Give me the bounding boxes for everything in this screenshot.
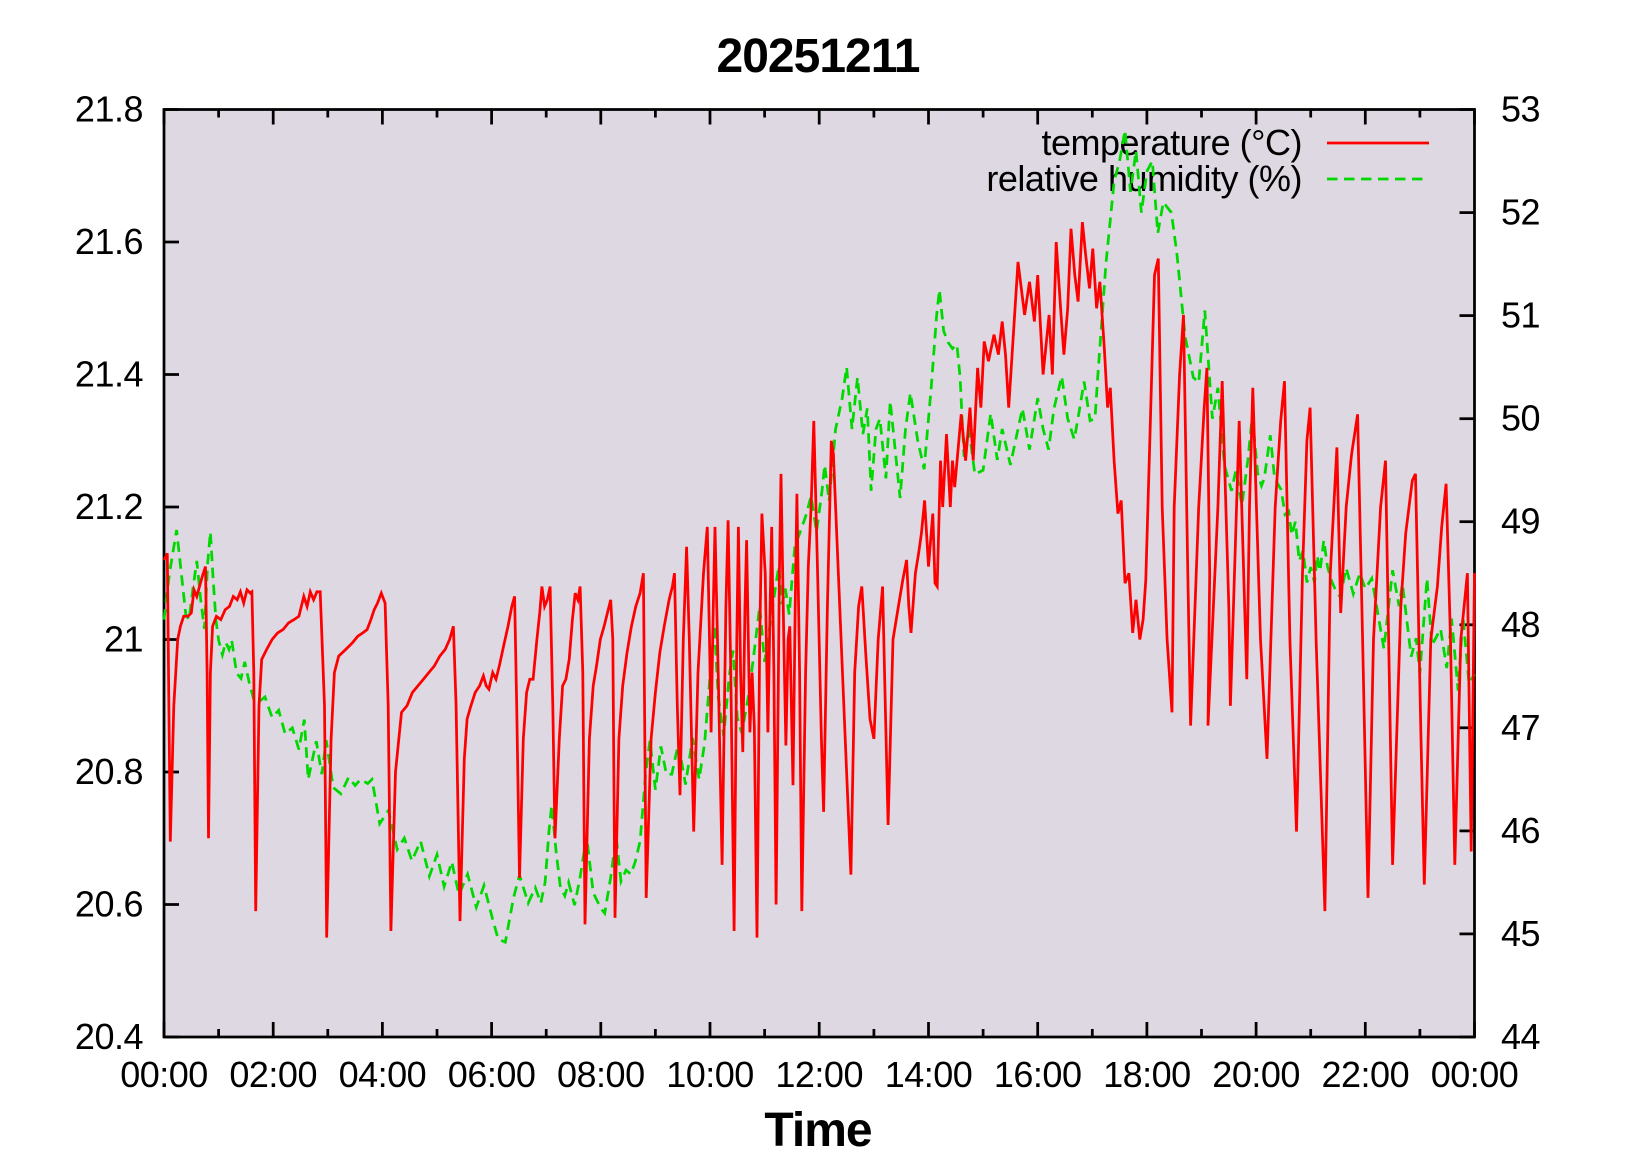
svg-text:20:00: 20:00 <box>1212 1054 1300 1095</box>
svg-text:14:00: 14:00 <box>885 1054 973 1095</box>
svg-text:21.8: 21.8 <box>75 89 143 130</box>
svg-text:44: 44 <box>1501 1016 1540 1057</box>
svg-text:20.6: 20.6 <box>75 884 143 925</box>
svg-text:10:00: 10:00 <box>666 1054 754 1095</box>
svg-text:relative humidity (%): relative humidity (%) <box>986 158 1302 199</box>
svg-text:52: 52 <box>1501 192 1540 233</box>
svg-text:21: 21 <box>104 619 143 660</box>
svg-text:00:00: 00:00 <box>1431 1054 1519 1095</box>
svg-text:21.4: 21.4 <box>75 354 143 395</box>
svg-text:12:00: 12:00 <box>775 1054 863 1095</box>
svg-text:47: 47 <box>1501 707 1540 748</box>
svg-text:46: 46 <box>1501 810 1540 851</box>
svg-text:00:00: 00:00 <box>120 1054 208 1095</box>
svg-text:21.6: 21.6 <box>75 221 143 262</box>
svg-text:04:00: 04:00 <box>339 1054 427 1095</box>
svg-text:50: 50 <box>1501 398 1540 439</box>
svg-text:48: 48 <box>1501 604 1540 645</box>
svg-text:53: 53 <box>1501 89 1540 130</box>
svg-text:20251211: 20251211 <box>717 30 920 83</box>
svg-text:02:00: 02:00 <box>229 1054 317 1095</box>
svg-text:20.4: 20.4 <box>75 1016 143 1057</box>
svg-text:16:00: 16:00 <box>994 1054 1082 1095</box>
svg-text:20.8: 20.8 <box>75 751 143 792</box>
svg-text:21.2: 21.2 <box>75 486 143 527</box>
svg-text:Time: Time <box>764 1104 871 1155</box>
svg-text:temperature (°C): temperature (°C) <box>1042 122 1302 163</box>
svg-text:18:00: 18:00 <box>1103 1054 1191 1095</box>
svg-text:49: 49 <box>1501 501 1540 542</box>
svg-text:22:00: 22:00 <box>1322 1054 1410 1095</box>
svg-text:45: 45 <box>1501 913 1540 954</box>
svg-text:51: 51 <box>1501 295 1540 336</box>
svg-text:06:00: 06:00 <box>448 1054 536 1095</box>
svg-text:08:00: 08:00 <box>557 1054 645 1095</box>
